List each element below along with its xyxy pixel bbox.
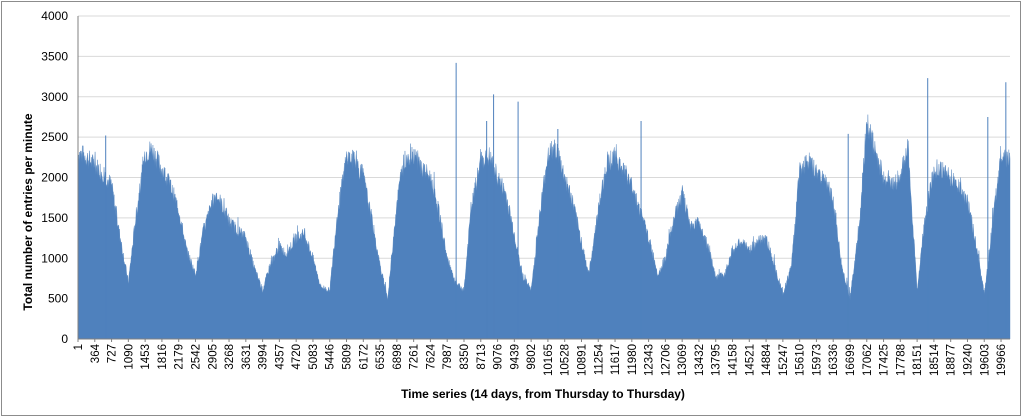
x-tick-label: 16699	[845, 344, 857, 376]
x-tick-label: 364	[90, 343, 102, 363]
x-tick-label: 15973	[811, 344, 823, 376]
x-tick-label: 1	[73, 344, 85, 350]
x-tick-label: 6535	[375, 344, 387, 370]
x-tick-label: 19966	[996, 344, 1008, 376]
x-tick-label: 8713	[476, 344, 488, 370]
axes	[77, 16, 1010, 342]
x-tick-label: 13432	[694, 344, 706, 376]
x-tick-label: 1090	[123, 344, 135, 370]
x-tick-label: 2179	[174, 344, 186, 370]
x-tick-label: 9076	[493, 344, 505, 370]
x-tick-label: 1453	[140, 344, 152, 370]
x-tick-labels: 1 364 727 1090 1453 1816 2179 2542 2905 3268 3631 3…	[73, 343, 1008, 376]
x-tick-label: 9802	[526, 344, 538, 370]
x-tick-label: 5446	[325, 344, 337, 370]
x-tick-label: 15247	[778, 344, 790, 376]
x-tick-label: 3631	[241, 344, 253, 370]
y-tick-label: 0	[61, 332, 68, 346]
x-tick-label: 3994	[258, 343, 270, 369]
y-tick-label: 500	[48, 292, 68, 306]
x-axis-title: Time series (14 days, from Thursday to T…	[401, 387, 685, 401]
x-tick-label: 13069	[677, 344, 689, 376]
x-tick-label: 727	[107, 344, 119, 363]
x-tick-label: 10165	[543, 344, 555, 376]
x-tick-label: 19240	[962, 344, 974, 376]
x-tick-label: 18151	[912, 344, 924, 376]
x-tick-label: 14521	[744, 344, 756, 376]
x-tick-label: 11254	[593, 343, 605, 375]
y-tick-label: 2500	[41, 130, 68, 144]
x-tick-label: 11980	[627, 344, 639, 375]
x-tick-label: 2542	[190, 344, 202, 370]
x-tick-label: 6172	[358, 344, 370, 370]
y-tick-labels: 0 500 1000 1500 2000 2500 3000 3500 4000	[41, 9, 68, 346]
x-tick-label: 14158	[728, 344, 740, 376]
x-tick-label: 17788	[895, 344, 907, 376]
x-tick-label: 8350	[459, 344, 471, 370]
x-tick-label: 5809	[342, 344, 354, 370]
y-tick-label: 1000	[41, 251, 68, 265]
x-tick-label: 14884	[761, 343, 773, 376]
y-tick-label: 4000	[41, 9, 68, 23]
y-tick-label: 1500	[41, 211, 68, 225]
x-tick-label: 7261	[409, 344, 421, 370]
series-area	[77, 114, 1011, 340]
x-tick-label: 2905	[207, 344, 219, 370]
x-tick-label: 10528	[560, 344, 572, 376]
x-tick-label: 1816	[157, 344, 169, 370]
x-tick-label: 13795	[711, 344, 723, 376]
x-tick-label: 15610	[795, 344, 807, 376]
y-axis-title: Total number of entries per minute	[21, 113, 35, 310]
x-tick-label: 12706	[660, 344, 672, 376]
x-tick-label: 17062	[862, 344, 874, 376]
x-tick-label: 4720	[291, 344, 303, 370]
x-tick-label: 6898	[392, 344, 404, 370]
x-tick-label: 7987	[442, 344, 454, 370]
x-tick-label: 16336	[828, 344, 840, 376]
x-tick-label: 18877	[946, 344, 958, 376]
x-tick-label: 4357	[274, 344, 286, 370]
x-tick-label: 5083	[308, 344, 320, 370]
x-tick-label: 12343	[644, 344, 656, 376]
y-tick-label: 3500	[41, 49, 68, 63]
x-tick-label: 3268	[224, 344, 236, 370]
x-tick-label: 9439	[509, 344, 521, 370]
plot-area	[77, 62, 1011, 340]
x-tick-label: 11617	[610, 344, 622, 375]
y-tick-label: 2000	[41, 171, 68, 185]
x-tick-label: 17425	[879, 344, 891, 376]
x-tick-label: 19603	[979, 344, 991, 376]
x-tick-label: 18514	[929, 343, 941, 376]
x-tick-label: 7624	[425, 343, 437, 369]
y-tick-label: 3000	[41, 90, 68, 104]
x-tick-label: 10891	[576, 344, 588, 376]
